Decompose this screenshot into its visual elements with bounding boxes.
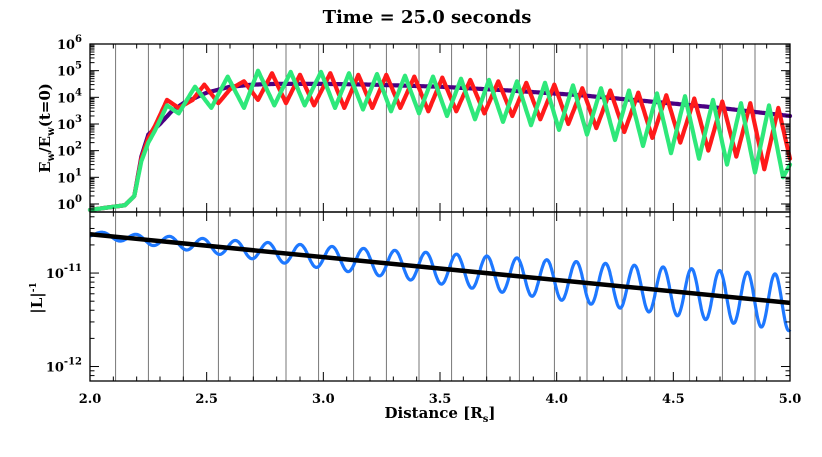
top-ylabel-sub2: w bbox=[46, 127, 57, 137]
top-ylabel-sub1: w bbox=[46, 152, 57, 162]
x-tick-label: 2.0 bbox=[79, 392, 102, 407]
x-tick-label: 4.5 bbox=[662, 392, 685, 407]
x-axis-label: Distance [Rs] bbox=[385, 404, 496, 425]
x-tick-label: 5.0 bbox=[779, 392, 802, 407]
y-tick-label: 102 bbox=[57, 141, 82, 160]
title-suffix: seconds bbox=[445, 7, 532, 28]
top-panel: 100 101 102 103 104 105 106 bbox=[57, 34, 793, 213]
top-series bbox=[87, 68, 793, 212]
series-green bbox=[87, 68, 793, 212]
x-tick-label: 3.0 bbox=[312, 392, 335, 407]
top-ylabel-slash: /E bbox=[36, 136, 54, 153]
y-tick-label: 101 bbox=[57, 167, 82, 186]
y-tick-label: 104 bbox=[57, 87, 82, 106]
series-red bbox=[87, 71, 793, 212]
bottom-y-ticks: 10-11 10-12 bbox=[46, 216, 790, 382]
xlabel-sub: s bbox=[483, 414, 489, 425]
top-y-axis-label: Ew/Ew(t=0) bbox=[36, 83, 57, 173]
bottom-y-axis-label: |L|-1 bbox=[28, 282, 46, 313]
x-tick-label: 3.5 bbox=[429, 392, 452, 407]
bottom-vertical-lines bbox=[115, 212, 791, 381]
xlabel-close: ] bbox=[488, 404, 495, 422]
title-value: 25.0 bbox=[401, 7, 445, 28]
x-tick-label: 2.5 bbox=[195, 392, 218, 407]
bottom-series bbox=[89, 230, 792, 333]
y-tick-label: 103 bbox=[57, 114, 82, 133]
bottom-panel: 10-11 10-12 2.0 2.5 3.0 3.5 4.0 4.5 5.0 bbox=[46, 44, 801, 407]
top-y-ticks: 100 101 102 103 104 105 106 bbox=[57, 34, 790, 213]
x-tick-label: 4.0 bbox=[545, 392, 568, 407]
bottom-plot-frame bbox=[89, 211, 791, 382]
y-tick-label: 105 bbox=[57, 61, 82, 80]
y-tick-label: 100 bbox=[57, 194, 82, 213]
chart-title: Time = 25.0 seconds bbox=[323, 7, 532, 28]
title-prefix: Time = bbox=[323, 7, 401, 28]
top-ylabel-e: E bbox=[36, 161, 54, 172]
y-tick-label: 106 bbox=[57, 34, 82, 53]
y-tick-label: 10-12 bbox=[46, 357, 82, 376]
series-black bbox=[89, 232, 791, 306]
bottom-ylabel-text: |L| bbox=[28, 292, 46, 313]
xlabel-text: Distance [R bbox=[385, 404, 484, 422]
x-ticks: 2.0 2.5 3.0 3.5 4.0 4.5 5.0 bbox=[79, 44, 802, 407]
series-blue bbox=[89, 230, 792, 333]
y-tick-label: 10-11 bbox=[46, 263, 82, 282]
bottom-ylabel-exp: -1 bbox=[29, 282, 39, 292]
top-ylabel-tail: (t=0) bbox=[36, 83, 54, 127]
top-vertical-lines bbox=[115, 44, 791, 212]
